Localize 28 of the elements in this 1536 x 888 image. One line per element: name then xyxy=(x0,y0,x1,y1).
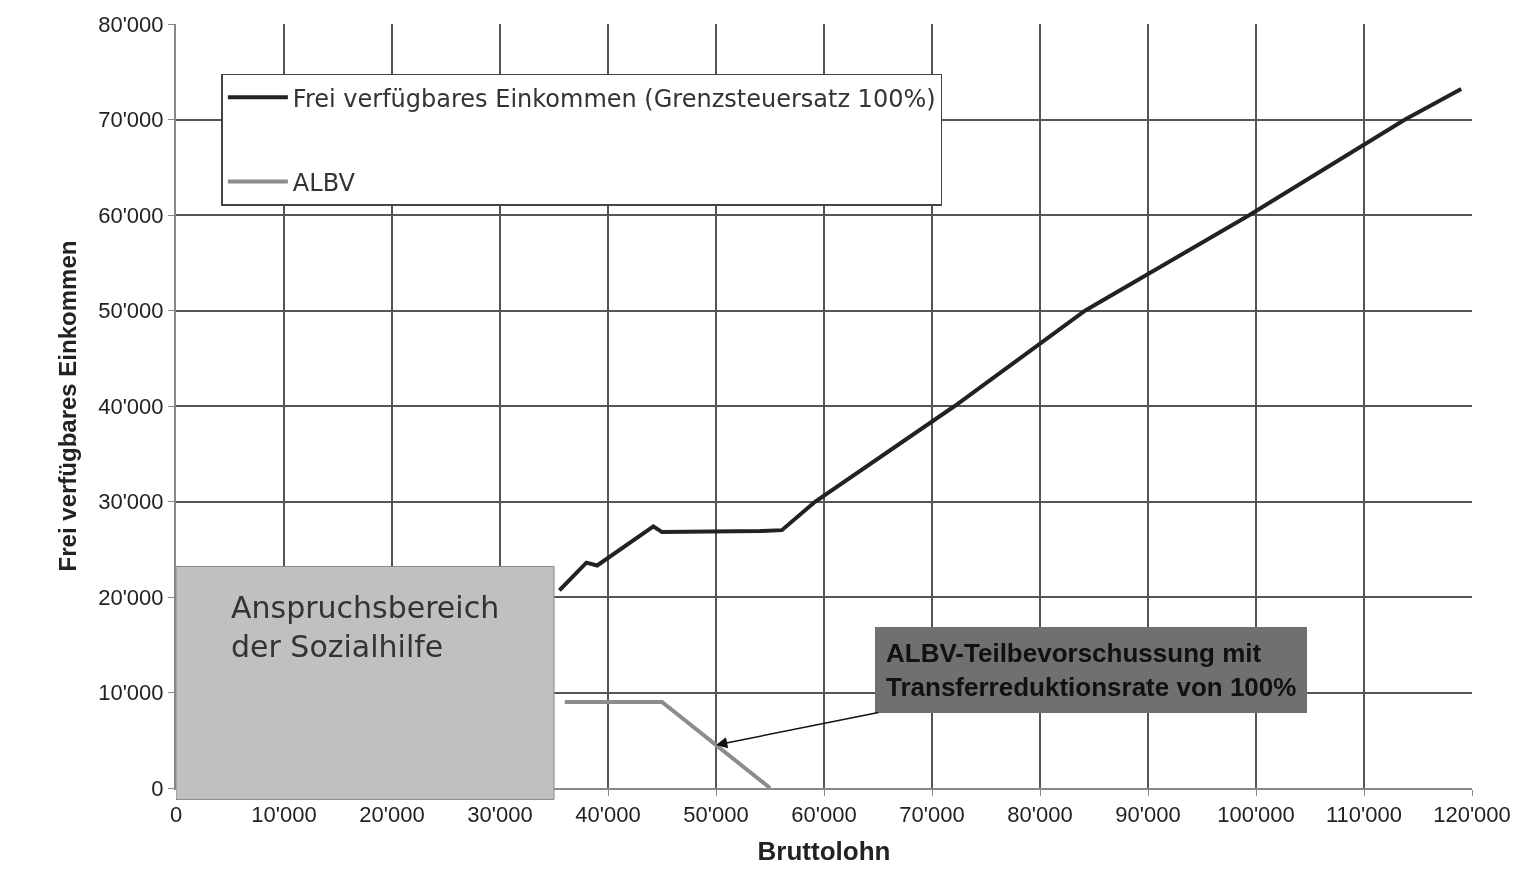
y-tick-label: 80'000 xyxy=(98,11,164,37)
x-tick-label: 40'000 xyxy=(575,802,641,828)
x-tick-label: 30'000 xyxy=(467,802,533,828)
y-tick-label: 70'000 xyxy=(98,107,164,133)
x-tick-label: 100'000 xyxy=(1217,802,1295,828)
y-tick-label: 60'000 xyxy=(98,202,164,228)
x-tick-label: 80'000 xyxy=(1007,802,1073,828)
x-tick-label: 70'000 xyxy=(899,802,965,828)
band-label: Anspruchsbereich der Sozialhilfe xyxy=(231,590,500,664)
x-tick-label: 20'000 xyxy=(359,802,425,828)
y-tick-label: 30'000 xyxy=(98,489,164,515)
x-tick-label: 0 xyxy=(169,802,183,828)
legend-label: ALBV xyxy=(292,168,356,197)
y-tick-label: 40'000 xyxy=(98,393,164,419)
x-tick-label: 60'000 xyxy=(791,802,857,828)
x-tick-label: 110'000 xyxy=(1326,802,1402,828)
x-tick-label: 10'000 xyxy=(251,802,317,828)
y-tick-label: 0 xyxy=(151,775,164,801)
y-tick-label: 20'000 xyxy=(98,584,164,610)
annotation: ALBV-Teilbevorschussung mit Transferreduktionsrate von 100% xyxy=(886,638,1297,702)
x-tick-label: 120'000 xyxy=(1433,802,1511,828)
y-axis-title: Frei verfügbares Einkommen xyxy=(53,240,81,572)
y-tick-label: 10'000 xyxy=(98,680,164,706)
legend-label: Frei verfügbares Einkommen (Grenzsteuersatz 100%) xyxy=(292,84,936,113)
x-tick-label: 90'000 xyxy=(1115,802,1181,828)
x-axis-title: Bruttolohn xyxy=(757,835,891,866)
y-tick-label: 50'000 xyxy=(98,298,164,324)
x-tick-label: 50'000 xyxy=(683,802,749,828)
